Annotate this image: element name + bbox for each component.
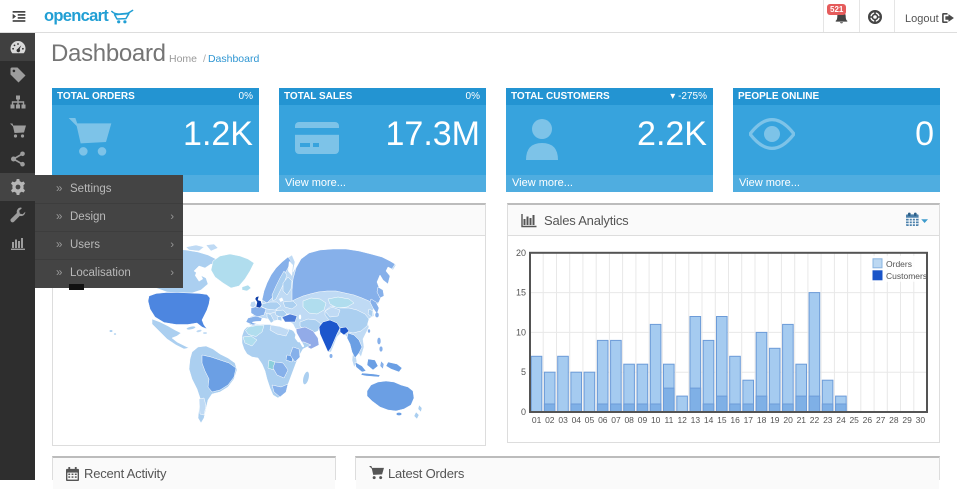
svg-text:12: 12 xyxy=(677,415,687,425)
svg-text:28: 28 xyxy=(889,415,899,425)
svg-text:15: 15 xyxy=(516,288,526,298)
svg-text:18: 18 xyxy=(757,415,767,425)
svg-text:14: 14 xyxy=(704,415,714,425)
svg-text:10: 10 xyxy=(651,415,661,425)
svg-text:10: 10 xyxy=(516,327,526,337)
svg-text:Orders: Orders xyxy=(886,259,912,269)
svg-text:16: 16 xyxy=(730,415,740,425)
svg-text:17: 17 xyxy=(744,415,754,425)
svg-text:07: 07 xyxy=(611,415,621,425)
svg-text:19: 19 xyxy=(770,415,780,425)
svg-text:15: 15 xyxy=(717,415,727,425)
svg-text:20: 20 xyxy=(516,248,526,258)
svg-text:0: 0 xyxy=(521,407,526,417)
svg-text:23: 23 xyxy=(823,415,833,425)
svg-text:5: 5 xyxy=(521,367,526,377)
svg-text:20: 20 xyxy=(783,415,793,425)
svg-text:22: 22 xyxy=(810,415,820,425)
svg-text:01: 01 xyxy=(532,415,542,425)
svg-text:27: 27 xyxy=(876,415,886,425)
svg-text:26: 26 xyxy=(863,415,873,425)
svg-text:24: 24 xyxy=(836,415,846,425)
svg-text:29: 29 xyxy=(902,415,912,425)
svg-text:04: 04 xyxy=(572,415,582,425)
svg-text:02: 02 xyxy=(545,415,555,425)
svg-text:13: 13 xyxy=(691,415,701,425)
svg-text:21: 21 xyxy=(797,415,807,425)
svg-text:06: 06 xyxy=(598,415,608,425)
svg-text:03: 03 xyxy=(558,415,568,425)
svg-text:05: 05 xyxy=(585,415,595,425)
svg-text:Customers: Customers xyxy=(886,271,927,281)
svg-text:11: 11 xyxy=(664,415,673,425)
svg-text:25: 25 xyxy=(849,415,859,425)
svg-text:09: 09 xyxy=(638,415,648,425)
svg-text:08: 08 xyxy=(624,415,634,425)
svg-text:30: 30 xyxy=(916,415,926,425)
